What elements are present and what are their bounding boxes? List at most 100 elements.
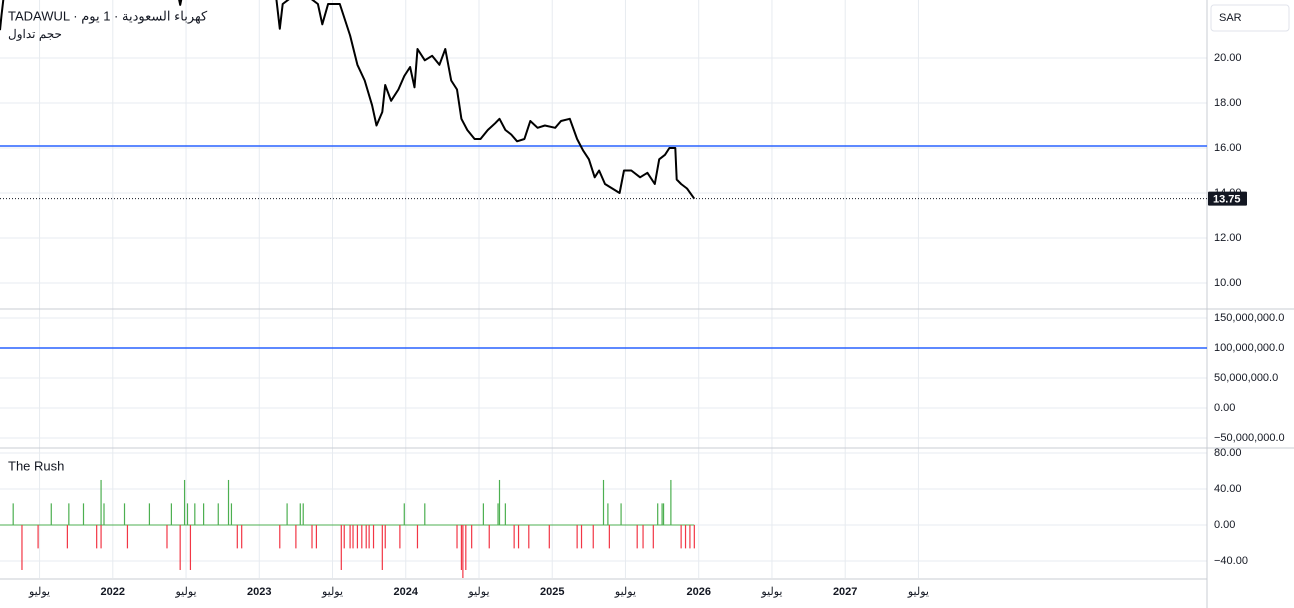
chart-subtitle: حجم تداول	[8, 27, 62, 41]
rush-bar	[689, 524, 691, 549]
rush-bar	[100, 479, 102, 525]
rush-bar	[103, 503, 105, 525]
rush-bar	[311, 524, 313, 549]
rush-bar	[170, 503, 172, 525]
y-tick-label: 100,000,000.0	[1214, 342, 1284, 354]
rush-bar	[349, 524, 351, 549]
rush-bar	[66, 524, 68, 549]
y-tick-label: −40.00	[1214, 555, 1248, 567]
rush-bar	[471, 524, 473, 549]
rush-bar	[517, 524, 520, 549]
rush-bar	[513, 524, 515, 549]
rush-bar	[295, 524, 297, 549]
rush-bar	[279, 524, 281, 549]
rush-bar	[368, 524, 370, 549]
rush-bar	[636, 524, 638, 549]
rush-bar	[100, 524, 102, 549]
rush-bar	[203, 503, 205, 525]
y-tick-label: 12.00	[1214, 232, 1242, 244]
rush-bar	[424, 503, 426, 525]
rush-bar	[21, 524, 23, 570]
rush-bar	[488, 524, 490, 549]
rush-bar	[123, 503, 126, 525]
y-tick-label: −50,000,000.0	[1214, 432, 1285, 444]
x-tick-label: يوليو	[467, 586, 489, 598]
rush-bar	[642, 524, 644, 549]
rush-bar	[460, 524, 463, 570]
rush-bar	[194, 503, 196, 525]
rush-bar	[462, 524, 464, 578]
y-tick-label: 10.00	[1214, 277, 1242, 289]
rush-bar	[96, 524, 98, 549]
x-tick-label: 2022	[101, 586, 125, 598]
rush-bar	[580, 524, 583, 549]
rush-bar	[399, 524, 401, 549]
y-tick-label: 14.00	[1214, 187, 1242, 199]
rush-bar	[352, 524, 354, 549]
rush-bar	[230, 503, 233, 525]
rush-bar	[652, 524, 654, 549]
rush-bar	[236, 524, 238, 549]
rush-bar	[302, 503, 304, 525]
rush-bar	[602, 479, 605, 525]
rush-bar	[50, 503, 52, 525]
rush-bar	[183, 479, 186, 525]
rush-bar	[166, 524, 168, 549]
rush-bar	[365, 524, 367, 549]
x-tick-label: يوليو	[28, 586, 50, 598]
rush-bar	[217, 503, 219, 525]
rush-bar	[189, 524, 192, 570]
rush-bar	[241, 524, 243, 549]
rush-bar	[465, 524, 467, 570]
y-tick-label: 50,000,000.0	[1214, 372, 1278, 384]
last-price-box	[1208, 191, 1247, 206]
rush-bar	[498, 479, 501, 525]
rush-bar	[227, 479, 230, 525]
rush-bar	[592, 524, 594, 549]
x-tick-label: 2024	[394, 586, 419, 598]
x-tick-label: يوليو	[174, 586, 196, 598]
rush-bar	[381, 524, 383, 570]
rush-bar	[607, 503, 609, 525]
rush-bar	[680, 524, 682, 549]
x-tick-label: يوليو	[760, 586, 782, 598]
y-tick-label: 0.00	[1214, 519, 1235, 531]
marks	[0, 0, 1247, 578]
rush-bar	[361, 524, 363, 549]
rush-bar	[497, 503, 499, 525]
rush-bar	[356, 524, 359, 549]
rush-bar	[315, 524, 317, 549]
last-price-label: 13.75	[1213, 194, 1241, 206]
rush-bar	[670, 479, 672, 525]
rush-bar	[620, 503, 622, 525]
y-tick-label: 18.00	[1214, 97, 1242, 109]
rush-bar	[148, 503, 151, 525]
rush-bar	[528, 524, 530, 549]
rush-bar	[504, 503, 506, 525]
currency-button[interactable]	[1210, 4, 1290, 32]
rush-bar	[179, 524, 181, 570]
rush-bar	[608, 524, 610, 549]
y-tick-label: 20.00	[1214, 52, 1242, 64]
price-line	[0, 0, 696, 200]
y-tick-label: 40.00	[1214, 483, 1242, 495]
currency-label[interactable]: SAR	[1219, 12, 1242, 24]
rush-bar	[12, 503, 14, 525]
y-tick-label: 0.00	[1214, 402, 1235, 414]
x-tick-label: 2026	[686, 586, 710, 598]
rush-bar	[340, 524, 342, 570]
rush-bar	[548, 524, 550, 549]
rush-bar	[684, 524, 687, 549]
indicator-title: The Rush	[8, 458, 64, 473]
rush-bar	[68, 503, 70, 525]
x-tick-label: 2023	[247, 586, 271, 598]
rush-bar	[126, 524, 129, 549]
rush-bar	[693, 524, 695, 549]
chart-title: TADAWUL · كهرباء السعودية · 1 يوم	[8, 8, 208, 24]
rush-bar	[384, 524, 386, 549]
rush-bar	[576, 524, 578, 549]
y-tick-label: 150,000,000.0	[1214, 312, 1284, 324]
rush-bar	[657, 503, 659, 525]
